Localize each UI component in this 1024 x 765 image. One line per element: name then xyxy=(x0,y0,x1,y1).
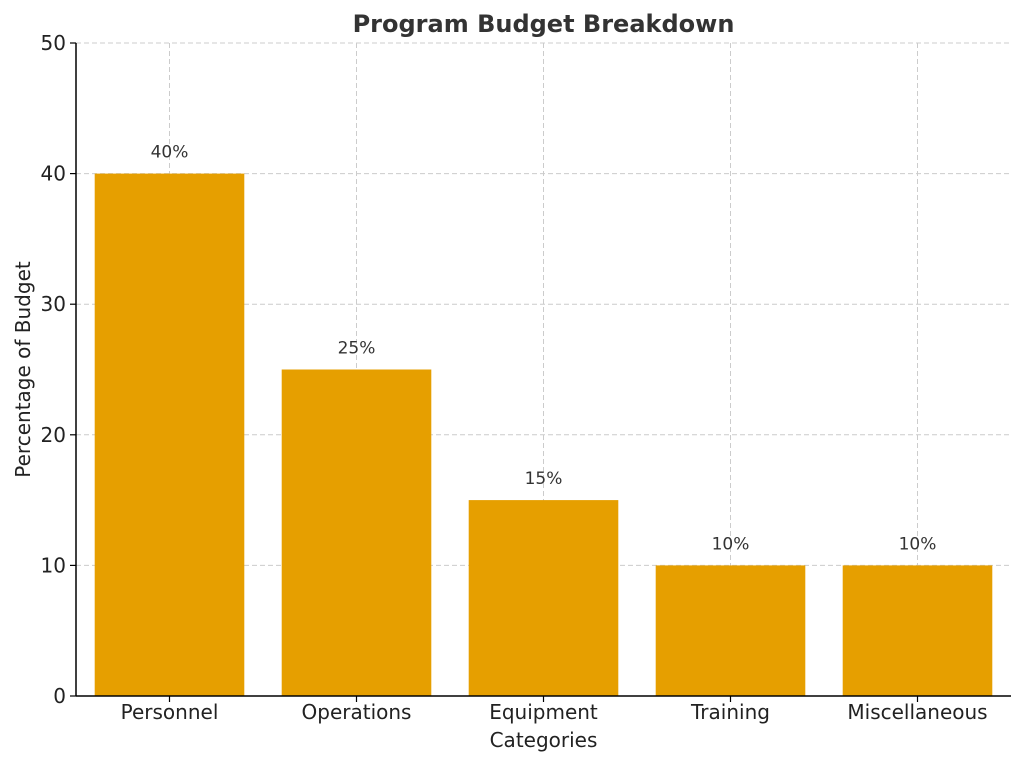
x-tick-label-training: Training xyxy=(690,700,770,724)
bar-operations xyxy=(281,369,432,696)
bar-training xyxy=(655,565,806,696)
data-label-operations: 25% xyxy=(338,339,376,359)
y-tick-label-2: 20 xyxy=(41,423,66,447)
y-tick-label-0: 0 xyxy=(53,684,66,708)
data-label-training: 10% xyxy=(712,534,750,554)
y-tick-label-1: 10 xyxy=(41,553,66,577)
bar-miscellaneous xyxy=(842,565,993,696)
data-labels-layer: 40% 25% 15% 10% 10% xyxy=(151,143,937,555)
chart-title: Program Budget Breakdown xyxy=(353,10,735,38)
y-tick-label-4: 40 xyxy=(41,162,66,186)
ticks-layer: 0 10 20 30 40 50 Personnel Operations Equipment T… xyxy=(41,31,988,724)
y-tick-label-5: 50 xyxy=(41,31,66,55)
x-axis-title: Categories xyxy=(490,728,598,752)
data-label-miscellaneous: 10% xyxy=(899,534,937,554)
bars-layer xyxy=(94,173,993,697)
y-axis-title: Percentage of Budget xyxy=(11,261,35,478)
bar-personnel xyxy=(94,173,245,697)
y-tick-label-3: 30 xyxy=(41,292,66,316)
data-label-equipment: 15% xyxy=(525,469,563,489)
x-tick-label-equipment: Equipment xyxy=(489,700,598,724)
data-label-personnel: 40% xyxy=(151,143,189,163)
x-tick-label-miscellaneous: Miscellaneous xyxy=(847,700,987,724)
x-tick-label-operations: Operations xyxy=(302,700,412,724)
bar-equipment xyxy=(468,500,619,696)
x-tick-label-personnel: Personnel xyxy=(121,700,219,724)
